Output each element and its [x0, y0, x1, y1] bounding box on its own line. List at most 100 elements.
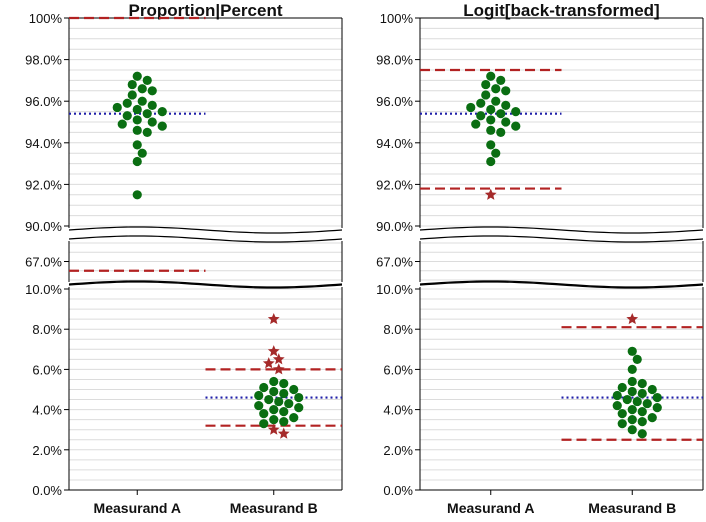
- data-point: [259, 419, 269, 429]
- data-point: [269, 405, 279, 415]
- data-point: [476, 98, 486, 108]
- y-tick-label: 90.0%: [376, 219, 413, 234]
- data-point: [632, 354, 642, 364]
- data-point: [652, 392, 662, 403]
- data-point: [496, 109, 506, 119]
- data-point: [132, 140, 142, 150]
- data-point: [254, 400, 264, 411]
- chart-title: Logit[back-transformed]: [463, 1, 659, 20]
- data-point: [147, 86, 157, 96]
- y-tick-label: 98.0%: [25, 53, 62, 68]
- outlier-point: [267, 423, 280, 435]
- data-point: [511, 121, 521, 131]
- x-tick-label: Measurand A: [447, 500, 534, 516]
- chart-panel-1: Proportion|Percent 90.0% 92.0% 94.0% 96.0% 98…: [25, 1, 343, 516]
- data-point: [491, 96, 501, 106]
- y-tick-label: 2.0%: [383, 443, 413, 458]
- data-point: [279, 388, 289, 399]
- data-point: [132, 125, 142, 135]
- data-point: [501, 117, 511, 127]
- outlier-point: [262, 357, 275, 369]
- y-tick-label: 4.0%: [383, 403, 413, 418]
- data-point: [632, 396, 642, 407]
- data-point: [496, 127, 506, 137]
- data-point: [147, 100, 157, 110]
- y-tick-label: 98.0%: [376, 53, 413, 68]
- y-tick-label: 100%: [29, 11, 63, 26]
- x-tick-label: Measurand A: [94, 500, 181, 516]
- data-point: [486, 115, 496, 125]
- outlier-point: [272, 353, 285, 365]
- data-point: [617, 409, 627, 419]
- data-point: [294, 392, 304, 403]
- data-point: [284, 398, 294, 409]
- data-point: [486, 140, 496, 150]
- data-point: [142, 127, 152, 137]
- data-point: [294, 402, 304, 413]
- data-point: [637, 407, 647, 417]
- data-point: [132, 115, 142, 125]
- data-point: [627, 405, 637, 415]
- data-point: [627, 415, 637, 425]
- data-point: [486, 156, 496, 167]
- data-point: [259, 382, 269, 393]
- data-point: [137, 84, 147, 94]
- y-tick-label: 10.0%: [376, 282, 413, 297]
- data-point: [142, 75, 152, 85]
- y-tick-label: 94.0%: [25, 136, 62, 151]
- y-tick-label: 96.0%: [376, 94, 413, 109]
- data-point: [637, 429, 647, 439]
- data-point: [511, 107, 521, 117]
- data-point: [637, 388, 647, 399]
- y-tick-label: 94.0%: [376, 136, 413, 151]
- y-tick-label: 6.0%: [32, 362, 62, 377]
- y-tick-label: 0.0%: [32, 483, 62, 498]
- data-point: [476, 111, 486, 121]
- data-point: [617, 382, 627, 393]
- data-point: [642, 398, 652, 409]
- data-point: [279, 417, 289, 427]
- data-point: [279, 407, 289, 417]
- data-point: [617, 419, 627, 429]
- x-tick-label: Measurand B: [588, 500, 676, 516]
- y-tick-label: 96.0%: [25, 94, 62, 109]
- y-tick-label: 100%: [380, 11, 414, 26]
- data-point: [117, 119, 127, 129]
- outlier-point: [277, 427, 290, 439]
- outlier-point: [267, 312, 280, 325]
- y-tick-label: 0.0%: [383, 483, 413, 498]
- outlier-point: [626, 312, 639, 325]
- data-point: [147, 117, 157, 127]
- data-point: [259, 409, 269, 419]
- data-point: [269, 415, 279, 425]
- data-point: [137, 148, 147, 158]
- data-point: [652, 402, 662, 413]
- data-point: [132, 71, 142, 81]
- y-tick-label: 8.0%: [383, 322, 413, 337]
- data-point: [132, 156, 142, 167]
- data-point: [491, 84, 501, 94]
- plot-frame: [419, 17, 704, 491]
- y-tick-label: 92.0%: [376, 177, 413, 192]
- data-point: [269, 386, 279, 397]
- axis-break: [68, 226, 343, 243]
- y-tick-label: 90.0%: [25, 219, 62, 234]
- data-point: [481, 79, 491, 90]
- y-tick-label: 8.0%: [32, 322, 62, 337]
- data-point: [612, 400, 622, 411]
- data-point: [481, 90, 491, 100]
- chart-title: Proportion|Percent: [129, 1, 283, 20]
- data-point: [466, 102, 476, 113]
- y-tick-label: 92.0%: [25, 177, 62, 192]
- data-point: [274, 396, 284, 407]
- plot-frame: [68, 17, 343, 491]
- data-point: [627, 364, 637, 374]
- outlier-point: [267, 345, 280, 357]
- data-point: [627, 346, 637, 356]
- y-tick-label: 67.0%: [376, 255, 413, 270]
- y-tick-label: 4.0%: [32, 403, 62, 418]
- data-point: [491, 148, 501, 158]
- data-point: [127, 90, 137, 100]
- data-point: [269, 376, 279, 387]
